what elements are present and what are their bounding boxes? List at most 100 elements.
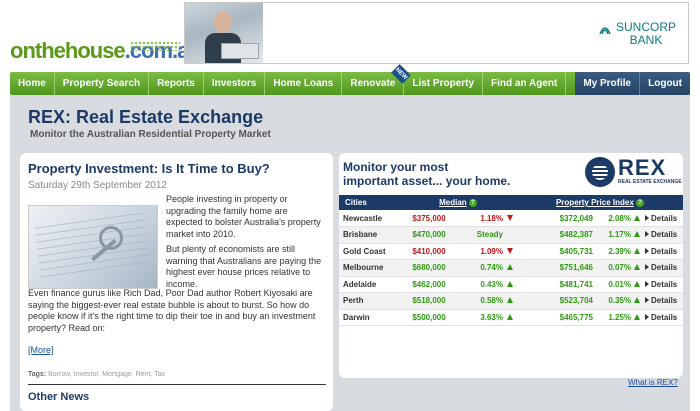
median-change: 1.09%	[459, 243, 503, 260]
nav-investors[interactable]: Investors	[204, 72, 266, 95]
ad-banner[interactable]: SUNCORP BANK	[184, 2, 689, 64]
median-price: $462,000	[399, 276, 459, 293]
details-label: Details	[651, 246, 678, 256]
median-change: 0.74%	[459, 259, 503, 277]
index-change: 0.07%	[597, 259, 631, 277]
nav-property-search[interactable]: Property Search	[55, 72, 150, 95]
median-trend	[503, 292, 517, 310]
account-nav: My Profile Logout	[575, 72, 690, 95]
content-area: REX: Real Estate Exchange Monitor the Au…	[10, 95, 690, 411]
sponsor-line1: SUNCORP	[615, 20, 676, 34]
details-link[interactable]: Details	[643, 259, 683, 277]
index-value: $482,387	[517, 226, 597, 244]
col-median-label: Median	[439, 198, 467, 207]
nav-renovate[interactable]: Renovate NEW	[342, 64, 412, 95]
table-row: Perth $518,000 0.58% $523,704 0.35% Details	[339, 292, 683, 310]
nav-my-profile[interactable]: My Profile	[575, 72, 641, 95]
details-label: Details	[651, 263, 678, 273]
rex-headline-line1: Monitor your most	[343, 160, 449, 174]
median-price: $518,000	[399, 292, 459, 310]
article-card: Property Investment: Is It Time to Buy? …	[20, 153, 333, 411]
details-link[interactable]: Details	[643, 292, 683, 310]
nav-renovate-label: Renovate	[350, 78, 396, 89]
trend-up-icon	[634, 231, 640, 238]
key-image	[99, 226, 123, 250]
help-icon[interactable]: ?	[468, 198, 477, 207]
median-price: $500,000	[399, 309, 459, 326]
index-trend	[631, 276, 643, 293]
index-trend	[631, 259, 643, 277]
median-price: $470,000	[399, 226, 459, 244]
article-tags: Tags: Borrow, Investor, Mortgage, Rent, …	[28, 371, 165, 378]
median-trend	[503, 226, 517, 244]
arrow-right-icon	[645, 231, 649, 238]
article-image	[28, 205, 158, 289]
logo-dots-decoration	[130, 41, 180, 51]
details-link[interactable]: Details	[643, 276, 683, 293]
median-change: 3.63%	[459, 309, 503, 326]
rex-headline-line2: important asset... your home.	[343, 174, 511, 188]
arrow-right-icon	[645, 214, 649, 221]
page-subtitle: Monitor the Australian Residential Prope…	[30, 129, 271, 140]
col-median[interactable]: Median ?	[399, 195, 517, 210]
logo-text-main: onthehouse	[10, 38, 126, 63]
details-link[interactable]: Details	[643, 243, 683, 260]
index-value: $751,646	[517, 259, 597, 277]
nav-home-loans[interactable]: Home Loans	[265, 72, 343, 95]
nav-find-agent[interactable]: Find an Agent	[483, 72, 567, 95]
arrow-right-icon	[645, 247, 649, 254]
help-icon[interactable]: ?	[636, 198, 645, 207]
arrow-right-icon	[645, 313, 649, 320]
trend-up-icon	[634, 313, 640, 320]
city-name: Adelaide	[339, 276, 399, 293]
table-row: Newcastle $375,000 1.18% $372,049 2.08% Detai…	[339, 210, 683, 227]
median-trend	[503, 276, 517, 293]
city-name: Gold Coast	[339, 243, 399, 260]
details-link[interactable]: Details	[643, 210, 683, 227]
article-title[interactable]: Property Investment: Is It Time to Buy?	[28, 161, 270, 176]
arrow-right-icon	[645, 280, 649, 287]
divider	[28, 384, 326, 385]
banner-photo	[185, 3, 263, 63]
city-name: Darwin	[339, 309, 399, 326]
trend-up-icon	[634, 264, 640, 271]
other-news-heading: Other News	[28, 391, 90, 403]
rex-logo-sub: REAL ESTATE EXCHANGE	[618, 179, 682, 185]
sponsor-line2: BANK	[629, 33, 663, 47]
index-value: $465,775	[517, 309, 597, 326]
trend-up-icon	[634, 214, 640, 221]
index-trend	[631, 309, 643, 326]
details-link[interactable]: Details	[643, 226, 683, 244]
table-row: Adelaide $462,000 0.43% $481,741 0.01% Detail…	[339, 276, 683, 293]
table-row: Gold Coast $410,000 1.09% $405,731 2.39% Deta…	[339, 243, 683, 260]
details-label: Details	[651, 279, 678, 289]
trend-up-icon	[507, 264, 513, 271]
article-paragraph: Even finance gurus like Rich Dad, Poor D…	[28, 288, 316, 333]
rex-logo-word: REX	[618, 155, 667, 180]
site-header: onthehouse.com.au SUNCORP BANK	[0, 0, 700, 68]
index-value: $405,731	[517, 243, 597, 260]
nav-logout[interactable]: Logout	[648, 78, 682, 89]
rex-logo: REX REAL ESTATE EXCHANGE	[585, 155, 682, 187]
index-value: $523,704	[517, 292, 597, 310]
what-is-rex-link[interactable]: What is REX?	[628, 378, 678, 387]
median-change: 0.43%	[459, 276, 503, 293]
median-trend	[503, 243, 517, 260]
median-trend	[503, 309, 517, 326]
rex-table-header: Cities Median ? Property Price Index ?	[339, 195, 683, 210]
details-link[interactable]: Details	[643, 309, 683, 326]
trend-down-icon	[507, 247, 513, 254]
rex-headline: Monitor your most important asset... you…	[343, 160, 510, 188]
more-link[interactable]: [More]	[28, 345, 54, 355]
article-intro: People investing in property or upgradin…	[166, 194, 326, 294]
details-label: Details	[651, 312, 678, 322]
table-row: Darwin $500,000 3.63% $465,775 1.25% Details	[339, 309, 683, 326]
nav-list-property[interactable]: List Property	[404, 72, 484, 95]
nav-reports[interactable]: Reports	[149, 72, 204, 95]
rex-table: Cities Median ? Property Price Index ? N…	[339, 195, 683, 326]
col-property-index[interactable]: Property Price Index ?	[517, 195, 683, 210]
trend-up-icon	[507, 280, 513, 287]
rex-badge-icon	[585, 157, 615, 187]
trend-up-icon	[634, 297, 640, 304]
nav-home[interactable]: Home	[10, 72, 55, 95]
